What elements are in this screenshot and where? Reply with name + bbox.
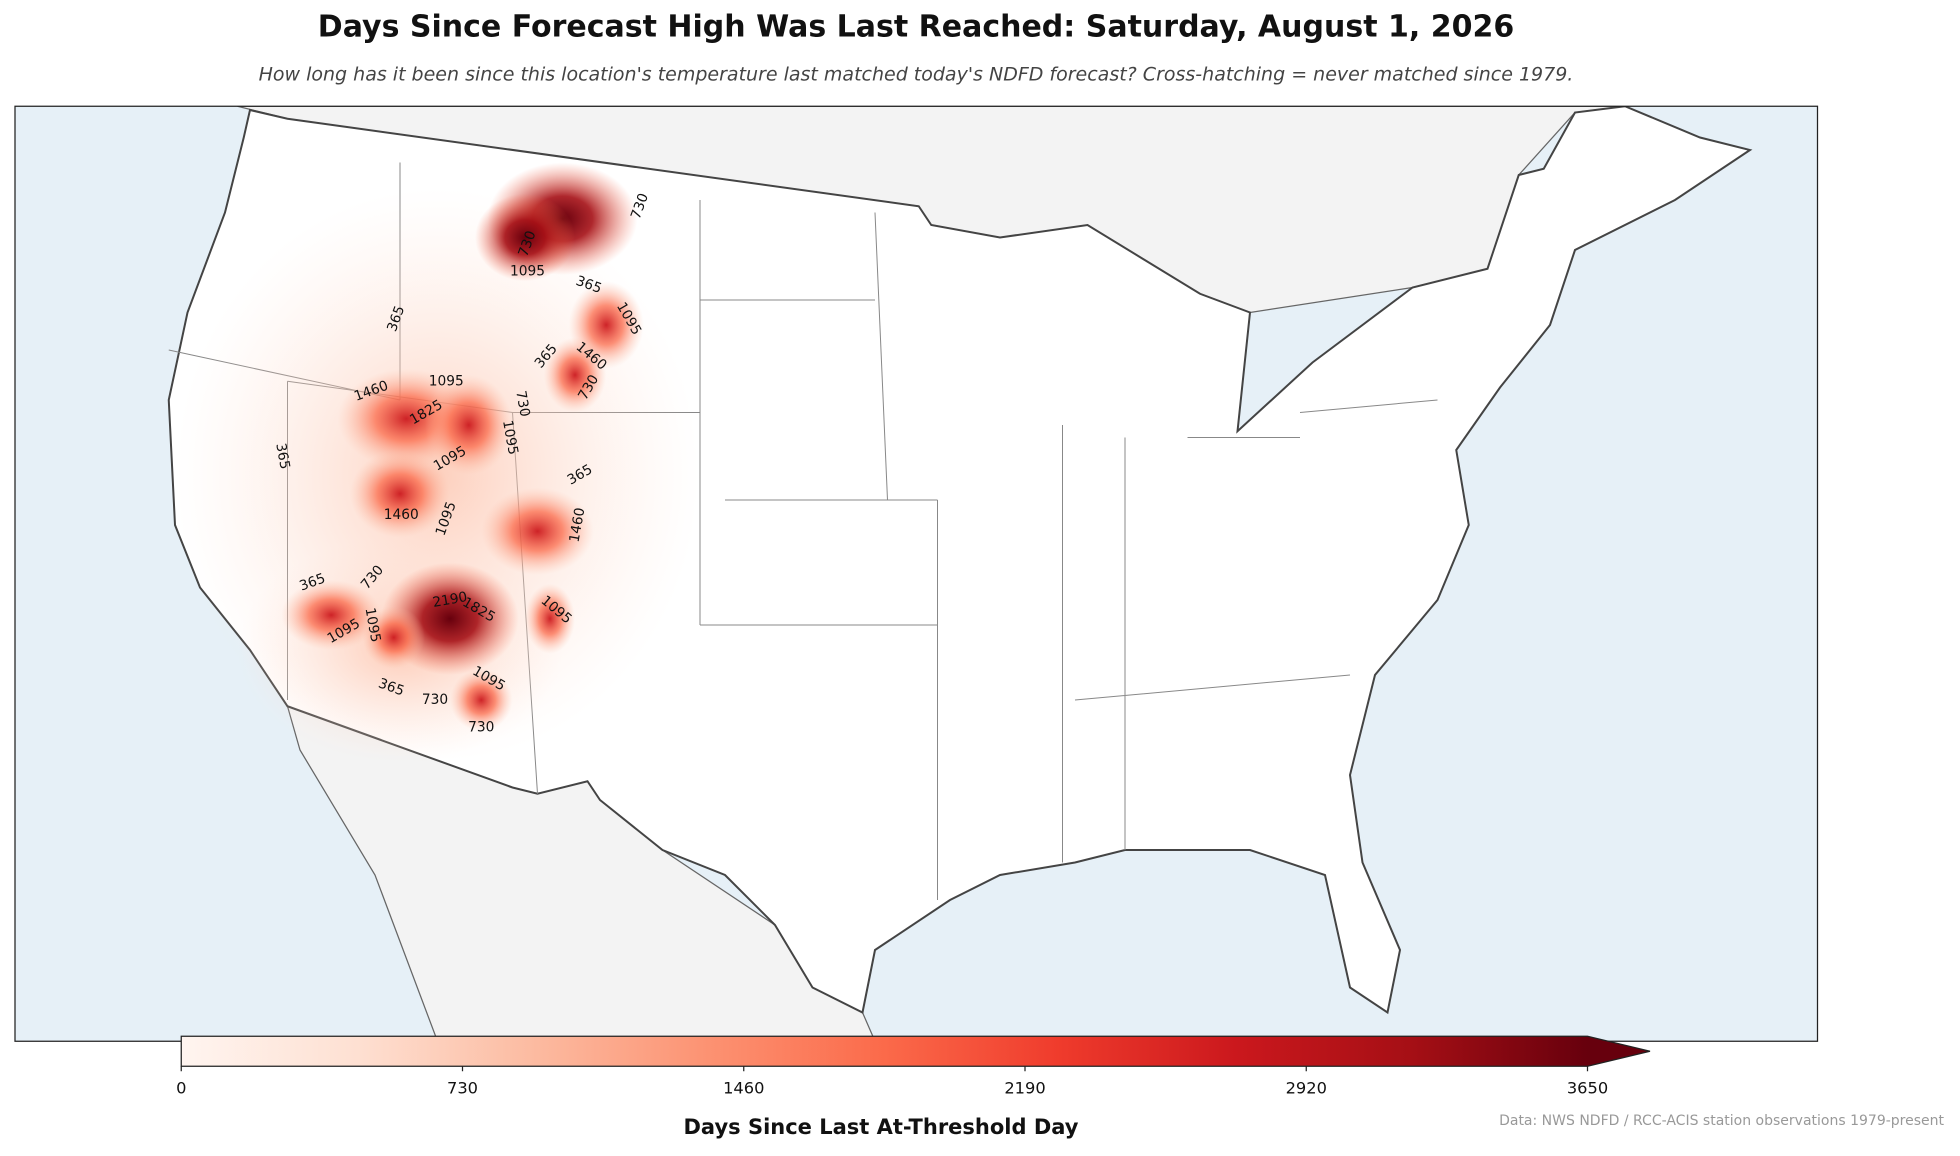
colorbar-tick-label: 1460 <box>723 1078 764 1097</box>
contour-label: 730 <box>468 720 494 736</box>
colorbar-label: Days Since Last At-Threshold Day <box>684 1115 1079 1139</box>
contour-label: 1460 <box>384 507 419 523</box>
contour-label: 1095 <box>429 373 464 389</box>
subtitle: How long has it been since this location… <box>259 64 1574 86</box>
colorbar-tick-label: 2920 <box>1286 1078 1327 1097</box>
contour-label: 1095 <box>362 606 384 643</box>
title: Days Since Forecast High Was Last Reache… <box>318 10 1514 45</box>
colorbar-tick-label: 2190 <box>1004 1078 1045 1097</box>
source-note: Data: NWS NDFD / RCC-ACIS station observ… <box>1499 1113 1944 1129</box>
contour-label: 2190 <box>431 589 468 611</box>
contour-label: 1460 <box>567 506 589 543</box>
contour-label: 1095 <box>510 263 545 279</box>
heat-field <box>175 162 700 763</box>
contour-label: 365 <box>272 442 292 471</box>
colorbar-tick-label: 3650 <box>1567 1078 1608 1097</box>
colorbar-tick-label: 0 <box>176 1078 186 1097</box>
contour-label: 730 <box>512 389 532 418</box>
colorbar-extend <box>1587 1036 1650 1067</box>
colorbar: 0 730 1460 2190 2920 3650 <box>176 1035 1651 1097</box>
contour-label: 730 <box>422 692 448 708</box>
colorbar-frame <box>180 1035 1651 1067</box>
colorbar-ramp <box>181 1036 1588 1067</box>
colorbar-tick-label: 730 <box>447 1078 478 1097</box>
contour-label: 1095 <box>499 419 521 456</box>
